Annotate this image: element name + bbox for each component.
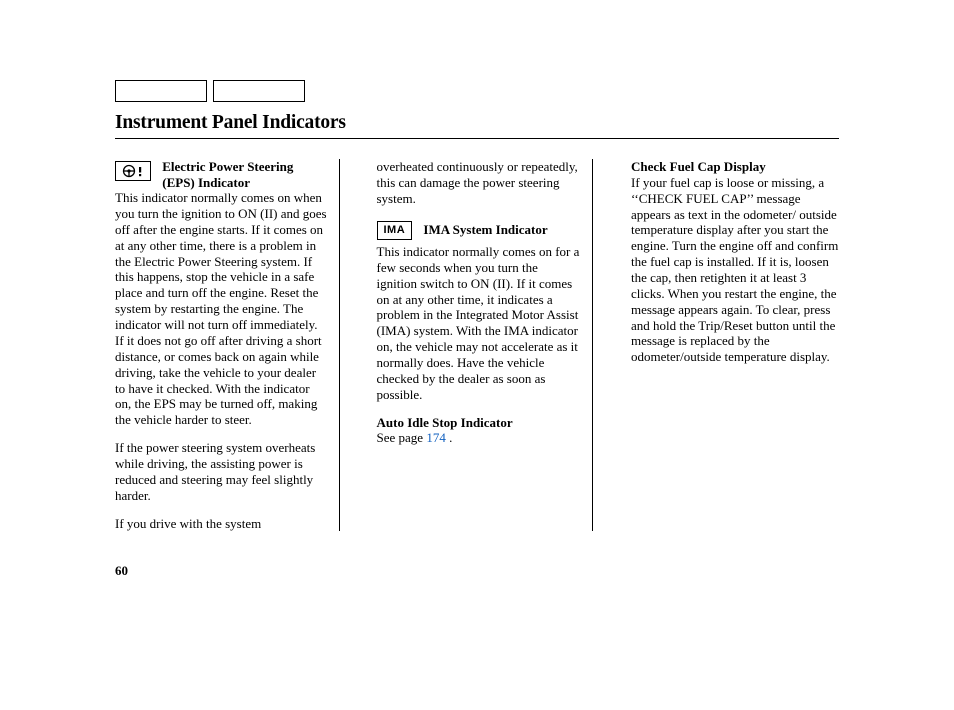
eps-continuation: overheated continuously or repeatedly, t…: [377, 159, 580, 207]
tab-right[interactable]: [213, 80, 305, 102]
ima-heading: IMA System Indicator: [423, 219, 547, 238]
title-row: Instrument Panel Indicators: [115, 112, 839, 139]
column-2: overheated continuously or repeatedly, t…: [365, 159, 593, 531]
steering-wheel-icon: [115, 161, 151, 181]
page-title: Instrument Panel Indicators: [115, 112, 346, 133]
manual-page: Instrument Panel Indicators Electric Pow…: [0, 0, 954, 710]
tab-left[interactable]: [115, 80, 207, 102]
auto-idle-heading: Auto Idle Stop Indicator: [377, 415, 580, 431]
column-1: Electric Power Steering (EPS) Indicator …: [115, 159, 340, 531]
auto-idle-prefix: See page: [377, 430, 427, 445]
auto-idle-suffix: .: [446, 430, 453, 445]
content-columns: Electric Power Steering (EPS) Indicator …: [115, 159, 839, 531]
eps-heading: Electric Power Steering (EPS) Indicator: [162, 159, 322, 190]
auto-idle-text: See page 174 .: [377, 430, 580, 446]
ima-body: This indicator normally comes on for a f…: [377, 244, 580, 403]
column-3: Check Fuel Cap Display If your fuel cap …: [617, 159, 839, 531]
eps-body-3: If you drive with the system: [115, 516, 327, 532]
eps-body-1: This indicator normally comes on when yo…: [115, 190, 327, 428]
ima-icon: IMA: [377, 221, 413, 240]
fuel-cap-heading: Check Fuel Cap Display: [631, 159, 839, 175]
header-tabs: [115, 80, 839, 102]
eps-body-2: If the power steering system overheats w…: [115, 440, 327, 503]
page-number: 60: [115, 563, 128, 579]
page-link-174[interactable]: 174: [426, 430, 446, 445]
fuel-cap-body: If your fuel cap is loose or missing, a …: [631, 175, 839, 365]
